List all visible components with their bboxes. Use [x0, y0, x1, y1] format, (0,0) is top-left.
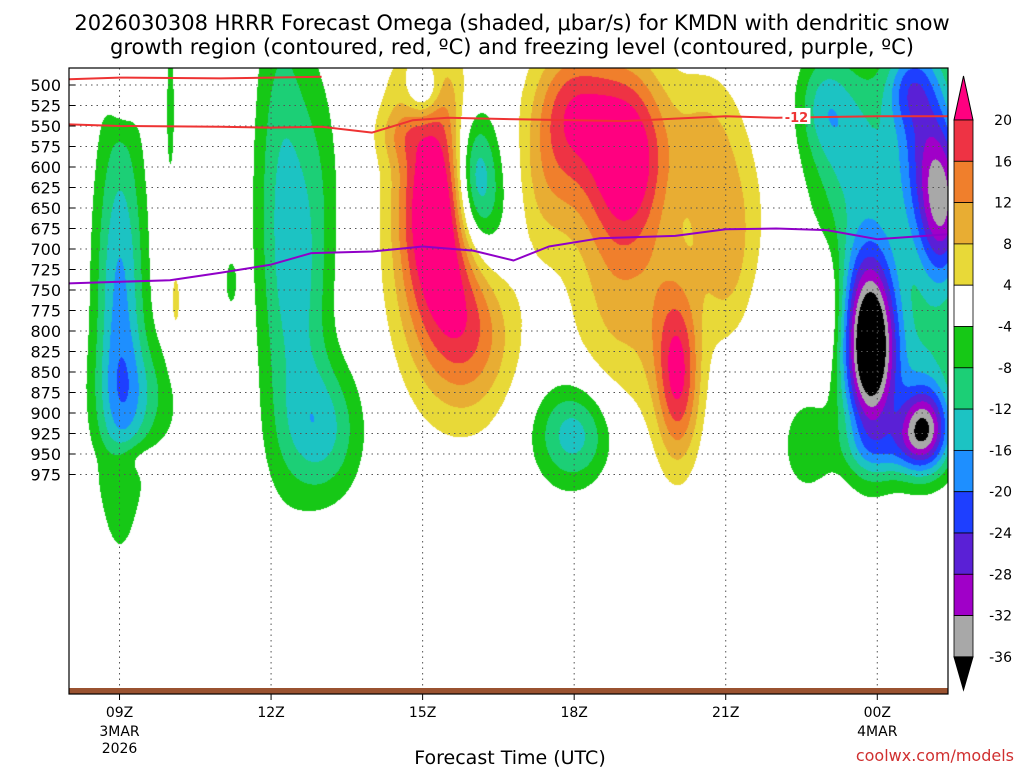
colorbar-label: 16: [994, 154, 1012, 170]
credit-link[interactable]: coolwx.com/models: [856, 746, 1014, 765]
colorbar-label: 20: [994, 113, 1012, 129]
colorbar-label: 8: [1003, 237, 1012, 253]
colorbar-segment: [953, 573, 974, 616]
y-tick-label: 975: [30, 466, 61, 485]
y-tick-label: 925: [30, 425, 61, 444]
y-tick-label: 900: [30, 404, 61, 423]
y-tick-label: 500: [30, 76, 61, 95]
x-tick-sublabel: 3MAR: [99, 724, 140, 740]
colorbar-label: -20: [989, 485, 1012, 501]
omega-shading: [69, 68, 948, 694]
y-tick-label: 800: [30, 322, 61, 341]
colorbar-segment: [953, 326, 974, 369]
y-tick-label: 600: [30, 158, 61, 177]
contour-lines: -12: [69, 75, 948, 285]
dgz-upper-contour-line: [69, 75, 322, 81]
colorbar-label: 12: [994, 196, 1012, 212]
x-tick-sublabel: 2026: [102, 741, 138, 757]
colorbar-label: -12: [989, 402, 1012, 418]
colorbar: 20 16 12 8 4 -4 -8 -12 -16 -20 -24 -28 -32 -36: [953, 75, 1012, 692]
y-tick-label: 675: [30, 220, 61, 239]
x-tick-label: 21Z: [712, 705, 739, 721]
colorbar-segment: [953, 408, 974, 451]
x-tick-label: 12Z: [257, 705, 284, 721]
colorbar-segment: [953, 202, 974, 245]
colorbar-segment: [953, 160, 974, 204]
chart-title-line-1: 2026030308 HRRR Forecast Omega (shaded, …: [74, 11, 949, 35]
colorbar-label: -16: [989, 443, 1012, 459]
colorbar-label: -28: [989, 567, 1012, 583]
y-tick-label: 650: [30, 199, 61, 218]
colorbar-label: -24: [989, 526, 1012, 542]
x-tick-label: 15Z: [409, 705, 436, 721]
colorbar-segment: [953, 532, 974, 575]
y-tick-label: 625: [30, 179, 61, 198]
x-tick-label: 00Z: [864, 705, 891, 721]
chart-title-line-2: growth region (contoured, red, ºC) and f…: [110, 35, 914, 59]
colorbar-label: -4: [998, 320, 1012, 336]
colorbar-label: 4: [1003, 278, 1012, 294]
freezing-level-line: [69, 227, 948, 285]
dgz-contour-label: -12: [785, 111, 809, 126]
colorbar-segment: [953, 615, 974, 658]
y-tick-label: 950: [30, 445, 61, 464]
x-tick-label: 09Z: [106, 705, 133, 721]
y-tick-label: 550: [30, 117, 61, 136]
y-tick-label: 700: [30, 240, 61, 259]
colorbar-segment: [953, 491, 974, 534]
y-tick-label: 725: [30, 261, 61, 280]
y-tick-label: 750: [30, 281, 61, 300]
colorbar-segment: [953, 284, 974, 327]
x-tick-label: 18Z: [560, 705, 587, 721]
dgz-label-bg: [782, 107, 811, 124]
y-tick-label: 525: [30, 97, 61, 116]
terrain-ground: [69, 688, 948, 694]
colorbar-label: -32: [989, 609, 1012, 625]
y-tick-label: 575: [30, 138, 61, 157]
x-tick-sublabel: 4MAR: [857, 724, 898, 740]
colorbar-segment: [953, 75, 974, 121]
plot-frame: [68, 67, 949, 695]
colorbar-segment: [953, 656, 974, 692]
y-tick-label: 775: [30, 302, 61, 321]
colorbar-label: -36: [989, 650, 1012, 666]
colorbar-segment: [953, 243, 974, 286]
y-tick-label: 825: [30, 343, 61, 362]
omega-field: [69, 68, 948, 694]
y-tick-label: 875: [30, 384, 61, 403]
colorbar-segment: [953, 119, 974, 162]
colorbar-label: -8: [998, 361, 1012, 377]
colorbar-segment: [953, 367, 974, 410]
x-axis-label: Forecast Time (UTC): [414, 747, 605, 768]
y-tick-label: 850: [30, 363, 61, 382]
colorbar-segment: [953, 449, 974, 493]
